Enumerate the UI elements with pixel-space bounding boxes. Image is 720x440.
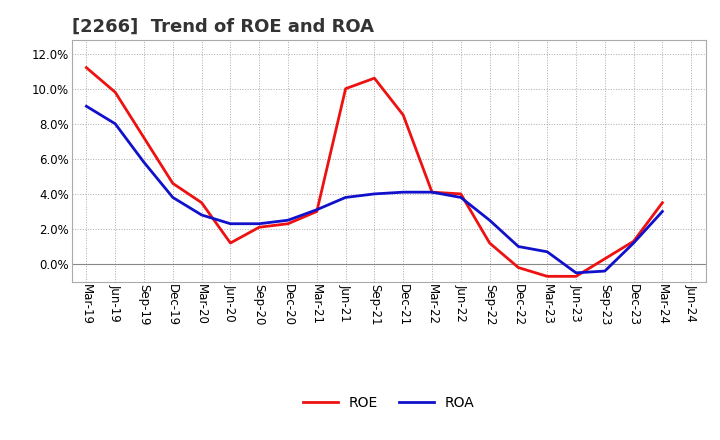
ROE (168, 181, 177, 186)
ROE (284, 221, 292, 226)
Legend: ROE, ROA: ROE, ROA (297, 390, 480, 415)
ROA (629, 240, 638, 246)
ROE (572, 274, 580, 279)
ROE (82, 65, 91, 70)
ROE (226, 240, 235, 246)
ROE (658, 200, 667, 205)
ROE (428, 190, 436, 195)
ROE (629, 238, 638, 244)
ROE (456, 191, 465, 197)
ROA (226, 221, 235, 226)
ROE (111, 90, 120, 95)
ROA (399, 190, 408, 195)
ROA (485, 218, 494, 223)
Line: ROA: ROA (86, 106, 662, 273)
ROE (255, 224, 264, 230)
ROA (370, 191, 379, 197)
Line: ROE: ROE (86, 68, 662, 276)
ROA (284, 218, 292, 223)
ROA (428, 190, 436, 195)
ROE (140, 135, 148, 140)
ROA (572, 270, 580, 275)
ROE (485, 240, 494, 246)
ROA (341, 195, 350, 200)
ROA (543, 249, 552, 254)
ROA (255, 221, 264, 226)
Text: [2266]  Trend of ROE and ROA: [2266] Trend of ROE and ROA (72, 17, 374, 35)
ROA (312, 207, 321, 213)
ROE (543, 274, 552, 279)
ROA (82, 103, 91, 109)
ROA (168, 195, 177, 200)
ROE (399, 112, 408, 117)
ROE (341, 86, 350, 92)
ROE (514, 265, 523, 270)
ROE (312, 209, 321, 214)
ROA (197, 213, 206, 218)
ROA (456, 195, 465, 200)
ROE (370, 76, 379, 81)
ROA (658, 209, 667, 214)
ROA (514, 244, 523, 249)
ROE (600, 256, 609, 261)
ROE (197, 200, 206, 205)
ROA (600, 268, 609, 274)
ROA (111, 121, 120, 126)
ROA (140, 160, 148, 165)
